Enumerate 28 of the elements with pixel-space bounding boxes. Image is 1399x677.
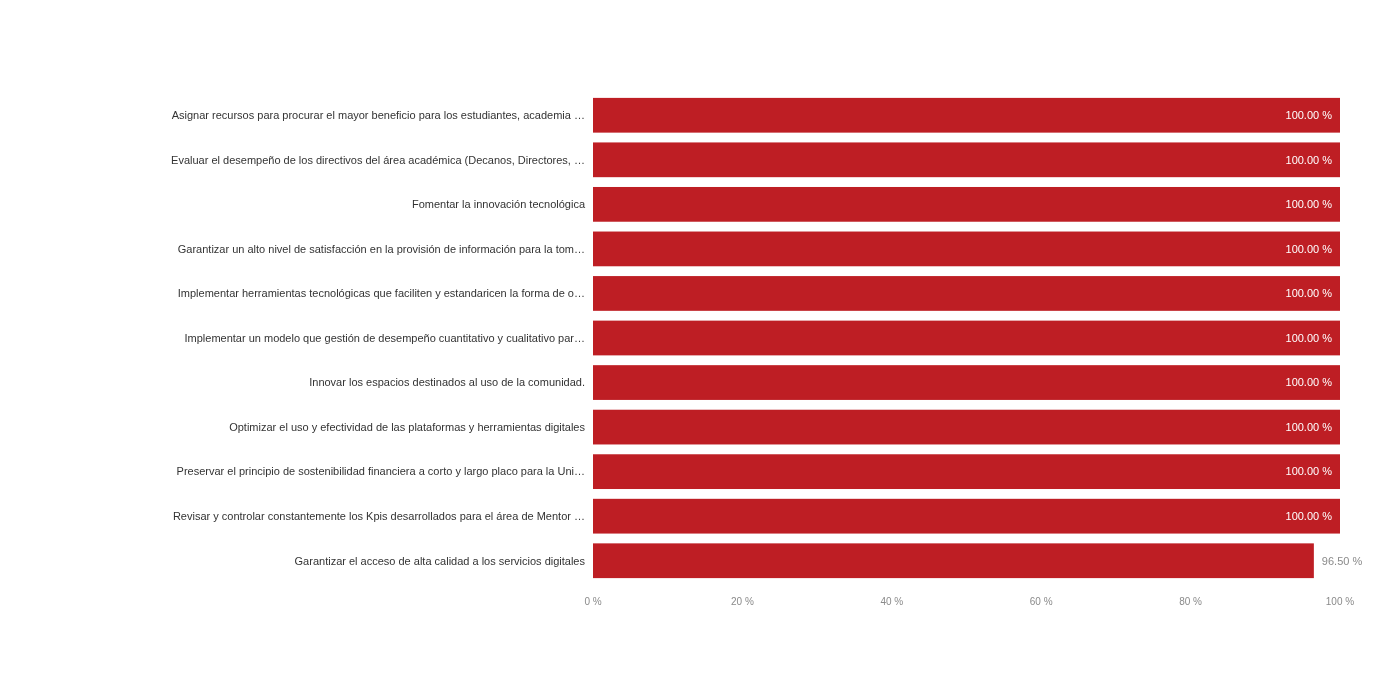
data-label: 100.00 % [1285,198,1333,211]
data-label: 96.50 % [1321,554,1363,567]
data-label: 100.00 % [1285,331,1333,344]
data-label: 100.00 % [1285,287,1333,300]
data-label: 100.00 % [1285,153,1333,166]
y-tick-label: Asignar recursos para procurar el mayor beneficio para los estudiantes, academia … [171,109,585,122]
x-tick-label: 80 % [1179,596,1203,607]
data-label: 100.00 % [1285,465,1333,478]
x-tick-label: 100 % [1325,596,1355,607]
y-tick-label: Revisar y controlar constantemente los Kpis desarrollados para el área de Mentor … [172,510,585,523]
y-tick-label: Fomentar la innovación tecnológica [411,198,586,211]
data-label: 100.00 % [1285,109,1333,122]
x-tick-label: 40 % [880,596,904,607]
y-tick-label: Implementar un modelo que gestión de desempeño cuantitativo y cualitativo par… [184,331,585,344]
data-label: 100.00 % [1285,242,1333,255]
y-tick-label: Optimizar el uso y efectividad de las plataformas y herramientas digitales [229,420,586,433]
y-tick-label: Garantizar el acceso de alta calidad a los servicios digitales [294,554,586,567]
y-tick-label: Evaluar el desempeño de los directivos del área académica (Decanos, Directores, … [171,153,585,166]
x-tick-label: 0 % [584,596,602,607]
data-label: 100.00 % [1285,510,1333,523]
x-tick-label: 20 % [731,596,754,607]
y-tick-label: Implementar herramientas tecnológicas que faciliten y estandaricen la forma de o… [177,287,585,300]
y-tick-label: Preservar el principio de sostenibilidad financiera a corto y largo placo para la Uni… [176,465,585,478]
data-label: 100.00 % [1285,420,1333,433]
data-label: 100.00 % [1285,376,1333,389]
x-tick-label: 60 % [1029,596,1053,607]
y-tick-label: Innovar los espacios destinados al uso de la comunidad. [309,376,585,389]
y-tick-label: Garantizar un alto nivel de satisfacción en la provisión de información para la tom… [177,242,585,255]
